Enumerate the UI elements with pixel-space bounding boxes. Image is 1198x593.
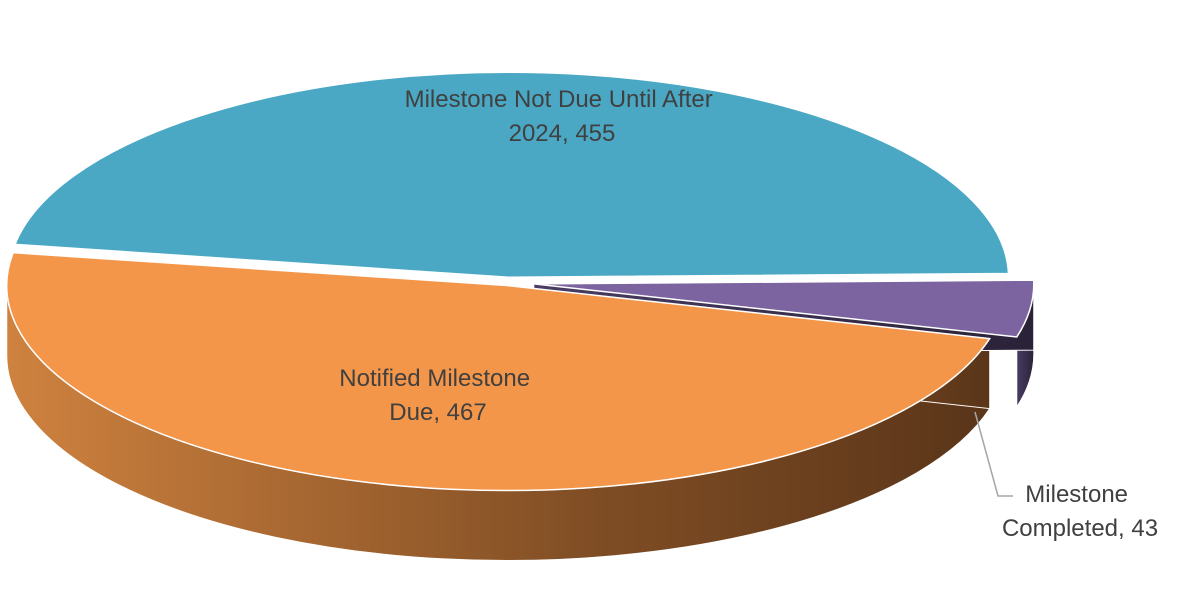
data-label: Notified Milestone Due, 467 [339, 365, 536, 426]
slice [6, 251, 992, 492]
leader-line [974, 411, 1013, 497]
slice [533, 279, 1035, 338]
data-label: Milestone Completed, 43 [1002, 481, 1158, 542]
label-line: 2024, 455 [509, 120, 616, 147]
label-line: Milestone Not Due Until After [405, 86, 720, 113]
label-line: Notified Milestone [339, 365, 536, 392]
label-line: Completed, 43 [1002, 515, 1158, 542]
label-line: Due, 467 [389, 399, 486, 426]
label-line: Milestone [1025, 481, 1134, 508]
data-label: Milestone Not Due Until After 2024, 455 [405, 86, 720, 147]
slice [13, 71, 1010, 278]
